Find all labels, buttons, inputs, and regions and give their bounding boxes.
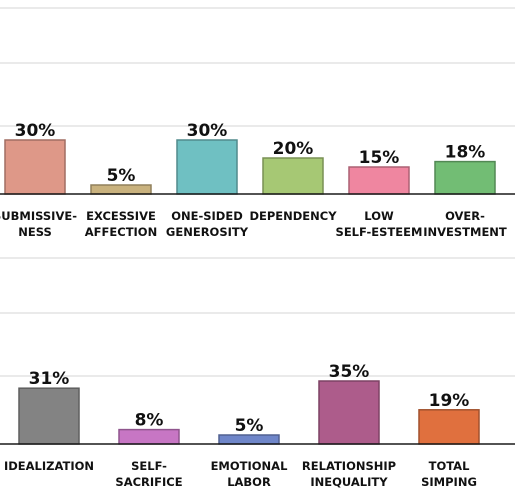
data-label: 20% <box>273 139 314 159</box>
category-label: DEPENDENCY <box>249 209 337 223</box>
data-label: 19% <box>429 391 470 411</box>
category-label: OVER- <box>445 209 485 223</box>
data-label: 30% <box>187 121 228 141</box>
bar <box>4 139 66 195</box>
bar <box>262 157 324 195</box>
bar <box>18 387 80 445</box>
category-label: AFFECTION <box>85 225 157 239</box>
category-label: EMOTIONAL <box>211 459 288 473</box>
category-label: TOTAL <box>429 459 470 473</box>
category-label: SIMPING <box>421 475 477 489</box>
bar <box>418 409 480 445</box>
data-label: 35% <box>329 362 370 382</box>
category-label: RELATIONSHIP <box>302 459 396 473</box>
data-label: 8% <box>135 411 164 431</box>
category-label: INEQUALITY <box>310 475 388 489</box>
bar <box>434 160 496 195</box>
data-label: 18% <box>445 143 486 163</box>
bottom-bar-chart: 31% 8% 5% 35% 19% IDEALIZATION SELF- SACRIFICE E… <box>0 257 515 489</box>
bar <box>318 380 380 445</box>
bar <box>90 184 152 195</box>
bar <box>348 166 410 195</box>
category-label: SACRIFICE <box>115 475 182 489</box>
category-label: IDEALIZATION <box>4 459 94 473</box>
category-label: ONE-SIDED <box>171 209 243 223</box>
category-label: SUBMISSIVE- <box>0 209 77 223</box>
data-label: 30% <box>15 121 56 141</box>
category-label: LOW <box>364 209 394 223</box>
category-label: NESS <box>18 225 52 239</box>
category-label: SELF-ESTEEM <box>336 225 423 239</box>
bar <box>176 139 238 195</box>
category-label: INVESTMENT <box>423 225 507 239</box>
top-bar-chart: 30% 5% 30% 20% 15% 18% SUBMISSIVE- NESS EXCESSIV… <box>0 7 515 239</box>
data-label: 5% <box>107 166 136 186</box>
category-label: GENEROSITY <box>166 225 249 239</box>
category-label: LABOR <box>227 475 271 489</box>
data-label: 5% <box>235 416 264 436</box>
category-label: SELF- <box>131 459 167 473</box>
data-label: 15% <box>359 148 400 168</box>
bar <box>218 434 280 445</box>
data-label: 31% <box>29 369 70 389</box>
bar <box>118 428 180 445</box>
category-label: EXCESSIVE <box>86 209 156 223</box>
